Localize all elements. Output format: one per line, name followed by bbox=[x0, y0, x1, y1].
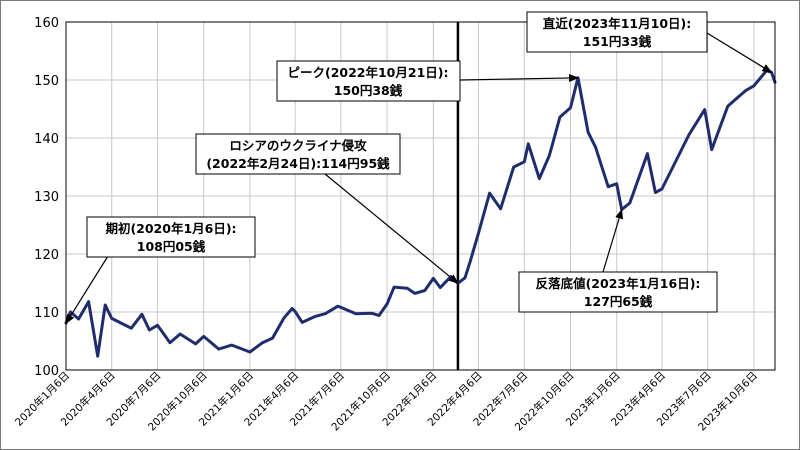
annotation-line2: 108円05銭 bbox=[137, 239, 206, 254]
annotation-start: 期初(2020年1月6日): 108円05銭 bbox=[86, 216, 256, 258]
annotation-box bbox=[518, 271, 718, 313]
annotation-box bbox=[86, 216, 256, 258]
annotation-arrow bbox=[65, 255, 109, 325]
y-tick-label: 160 bbox=[34, 16, 59, 31]
annotation-arrow bbox=[706, 32, 773, 73]
y-tick-label: 120 bbox=[34, 248, 59, 263]
annotation-arrow bbox=[324, 173, 459, 284]
y-tick-label: 110 bbox=[34, 306, 59, 321]
annotation-line1: 直近(2023年11月10日): bbox=[543, 16, 692, 31]
annotation-box bbox=[276, 60, 461, 102]
annotation-trough: 反落底値(2023年1月16日): 127円65銭 bbox=[518, 271, 718, 313]
x-axis-ticks: 2020年1月6日2020年4月6日2020年7月6日2020年10月6日202… bbox=[12, 369, 760, 434]
annotation-peak: ピーク(2022年10月21日): 150円38銭 bbox=[276, 60, 461, 102]
annotation-box bbox=[195, 133, 401, 175]
annotation-line1: ロシアのウクライナ侵攻 bbox=[229, 138, 367, 153]
annotation-line1: 反落底値(2023年1月16日): bbox=[536, 276, 701, 291]
annotation-box bbox=[526, 11, 708, 53]
annotation-invasion: ロシアのウクライナ侵攻 (2022年2月24日):114円95銭 bbox=[195, 133, 401, 175]
annotation-line2: 127円65銭 bbox=[584, 294, 653, 309]
annotation-arrows bbox=[65, 32, 773, 325]
plot-border bbox=[65, 21, 776, 371]
annotation-latest: 直近(2023年11月10日): 151円33銭 bbox=[526, 11, 708, 53]
y-tick-label: 140 bbox=[34, 132, 59, 147]
annotation-line2: 151円33銭 bbox=[583, 34, 652, 49]
annotation-arrow bbox=[602, 208, 623, 273]
annotation-arrow bbox=[459, 73, 580, 82]
annotation-line2: (2022年2月24日):114円95銭 bbox=[206, 156, 390, 171]
annotation-line2: 150円38銭 bbox=[334, 83, 403, 98]
y-tick-label: 150 bbox=[34, 74, 59, 89]
annotation-line1: 期初(2020年1月6日): bbox=[105, 221, 236, 236]
y-tick-label: 100 bbox=[34, 364, 59, 379]
annotation-line1: ピーク(2022年10月21日): bbox=[287, 65, 448, 80]
series-line bbox=[64, 69, 777, 358]
y-axis-ticks: 100 110 120 130 140 150 160 bbox=[34, 16, 59, 379]
y-tick-label: 130 bbox=[34, 190, 59, 205]
